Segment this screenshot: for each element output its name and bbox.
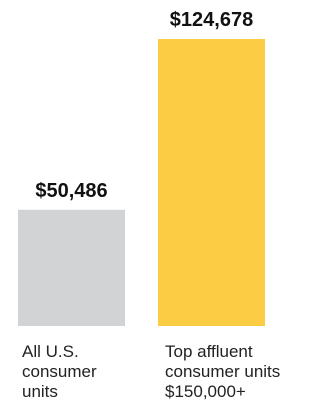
value-label-1: $124,678 <box>170 9 253 31</box>
bar-1 <box>158 39 265 326</box>
bar-0 <box>18 209 125 326</box>
category-label-line: units <box>22 382 58 401</box>
category-label-line: All U.S. <box>22 342 79 361</box>
value-label-0: $50,486 <box>35 180 107 202</box>
category-label-line: Top affluent <box>165 342 253 361</box>
category-label-top-affluent-consumer-units: Top affluent consumer units $150,000+ <box>165 342 280 402</box>
category-label-line: $150,000+ <box>165 382 246 401</box>
category-label-line: consumer units <box>165 362 281 381</box>
category-label-line: consumer <box>22 362 97 381</box>
value-labels-layer: $50,486 $124,678 <box>35 9 253 202</box>
category-label-all-us-consumer-units: All U.S. consumer units <box>22 342 97 402</box>
bars-layer <box>18 39 265 326</box>
